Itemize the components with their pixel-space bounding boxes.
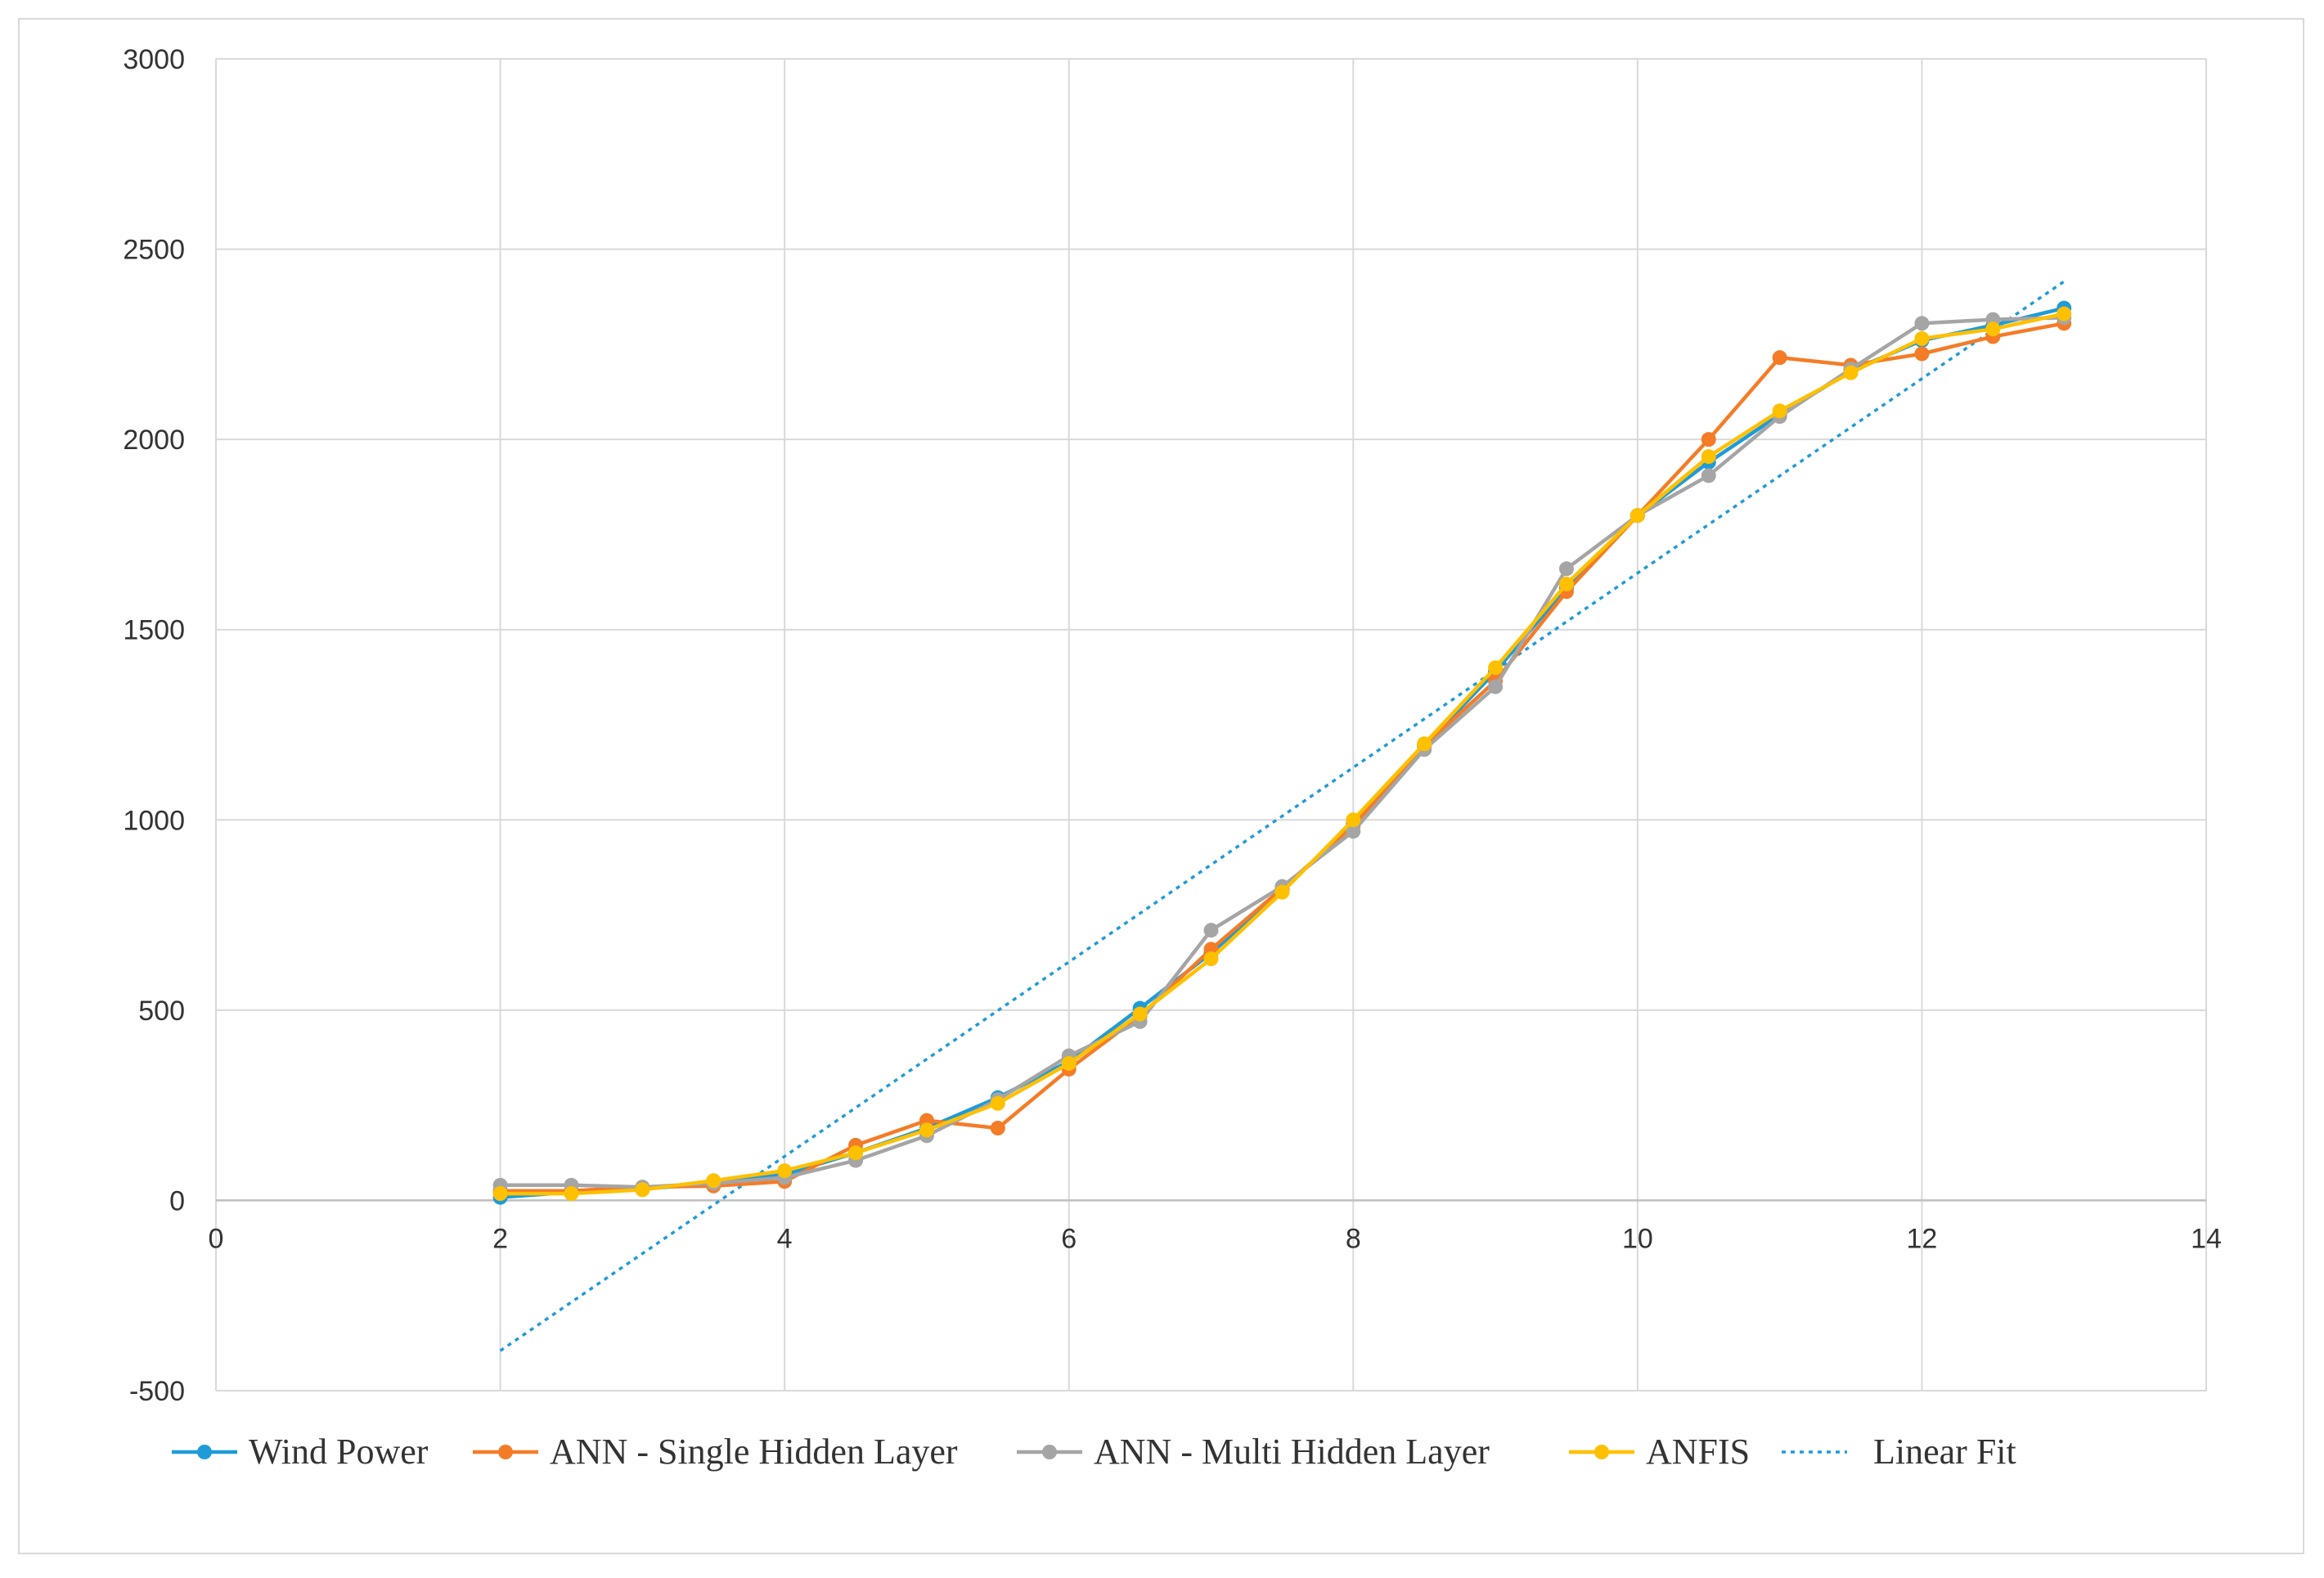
data-point-anfis	[492, 1186, 508, 1202]
data-point-ann-multi-hidden-layer	[1203, 923, 1219, 938]
data-point-anfis	[1985, 321, 2001, 337]
y-tick-label: 2000	[123, 425, 185, 456]
data-point-anfis	[1274, 884, 1290, 900]
data-point-ann-single-hidden-layer	[1772, 350, 1787, 366]
y-tick-label: 0	[169, 1185, 185, 1216]
data-point-anfis	[1417, 736, 1432, 752]
legend-swatch-marker	[197, 1445, 212, 1459]
series-line-ann-multi-hidden-layer	[500, 316, 2065, 1189]
data-point-ann-single-hidden-layer	[990, 1121, 1005, 1136]
data-point-ann-multi-hidden-layer	[1558, 561, 1574, 577]
data-point-anfis	[1346, 812, 1361, 828]
x-tick-label: 2	[492, 1223, 508, 1254]
x-tick-label: 14	[2191, 1223, 2222, 1254]
legend-label: ANN - Single Hidden Layer	[550, 1432, 958, 1472]
data-point-anfis	[1203, 951, 1219, 967]
data-point-anfis	[564, 1186, 579, 1202]
data-point-anfis	[1061, 1055, 1077, 1071]
data-point-ann-single-hidden-layer	[1914, 346, 1930, 362]
data-point-anfis	[1558, 576, 1574, 591]
data-point-anfis	[848, 1145, 864, 1161]
series-line-wind-power	[500, 306, 2065, 1199]
data-point-ann-multi-hidden-layer	[1346, 824, 1361, 839]
data-point-anfis	[990, 1095, 1005, 1111]
data-point-anfis	[1488, 660, 1504, 676]
data-point-anfis	[1843, 365, 1859, 380]
data-point-anfis	[1629, 508, 1645, 524]
series-line-anfis	[500, 312, 2065, 1196]
data-point-anfis	[1132, 1006, 1148, 1022]
data-point-anfis	[635, 1182, 650, 1198]
data-point-ann-multi-hidden-layer	[1488, 679, 1504, 695]
x-tick-label: 4	[777, 1223, 793, 1254]
data-point-ann-single-hidden-layer	[1701, 432, 1716, 447]
legend-swatch-marker	[498, 1445, 513, 1459]
legend-swatch-marker	[1042, 1445, 1057, 1459]
y-tick-label: 500	[138, 996, 185, 1027]
y-tick-label: 3000	[123, 44, 185, 75]
y-tick-label: 2500	[123, 235, 185, 266]
x-tick-label: 12	[1907, 1223, 1938, 1254]
data-point-anfis	[777, 1163, 793, 1179]
legend-swatch-marker	[1594, 1445, 1609, 1459]
series-line-ann-single-hidden-layer	[500, 321, 2065, 1194]
legend-label: ANFIS	[1646, 1432, 1750, 1472]
y-tick-label: 1500	[123, 615, 185, 646]
x-tick-label: 8	[1346, 1223, 1361, 1254]
chart-frame	[18, 18, 2304, 1554]
legend-label: Linear Fit	[1873, 1432, 2016, 1472]
data-point-anfis	[1701, 449, 1716, 465]
data-point-anfis	[706, 1173, 721, 1189]
x-tick-label: 0	[209, 1223, 224, 1254]
data-point-anfis	[2057, 306, 2072, 321]
x-tick-label: 6	[1061, 1223, 1077, 1254]
y-tick-label: -500	[129, 1376, 185, 1407]
data-point-ann-multi-hidden-layer	[1701, 468, 1716, 483]
legend-label: ANN - Multi Hidden Layer	[1094, 1432, 1490, 1472]
x-tick-label: 10	[1622, 1223, 1653, 1254]
data-point-ann-multi-hidden-layer	[1914, 316, 1930, 331]
data-point-anfis	[1772, 403, 1787, 419]
data-point-anfis	[919, 1122, 934, 1138]
series-line-linear-fit	[499, 280, 2066, 1352]
legend-label: Wind Power	[249, 1432, 429, 1472]
y-tick-label: 1000	[123, 805, 185, 836]
data-point-anfis	[1914, 330, 1930, 346]
